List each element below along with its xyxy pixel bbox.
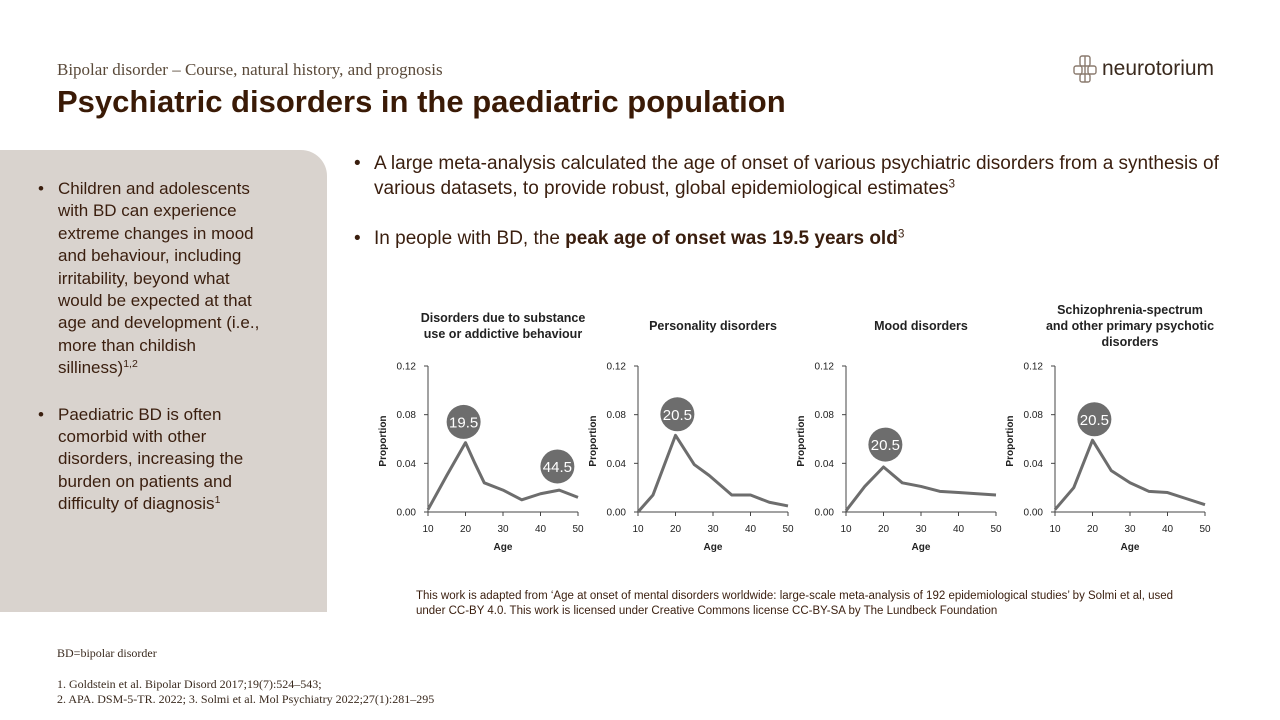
x-tick-label: 30 bbox=[915, 524, 927, 535]
y-tick-label: 0.08 bbox=[1024, 410, 1044, 421]
data-line bbox=[636, 433, 789, 513]
x-tick-label: 30 bbox=[707, 524, 719, 535]
x-tick-label: 20 bbox=[460, 524, 472, 535]
y-tick-label: 0.08 bbox=[397, 410, 417, 421]
side-bullets: Children and adolescents with BD can exp… bbox=[38, 178, 278, 540]
y-tick-label: 0.04 bbox=[397, 459, 417, 470]
bullet: A large meta-analysis calculated the age… bbox=[354, 151, 1224, 201]
peak-label: 20.5 bbox=[1080, 412, 1109, 429]
x-tick-label: 50 bbox=[782, 524, 794, 535]
logo: neurotorium bbox=[1072, 54, 1214, 84]
charts: 0.00 0.04 0.08 0.12 10 20 30 40 50 Age Proportion 1… bbox=[378, 362, 1211, 554]
chart-title: Disorders due to substance use or addict… bbox=[420, 311, 586, 341]
bullet: In people with BD, the peak age of onset… bbox=[354, 226, 1224, 251]
x-tick-label: 40 bbox=[745, 524, 757, 535]
citation: 3 bbox=[897, 227, 905, 241]
peak-bubble bbox=[660, 397, 695, 432]
data-line bbox=[1053, 438, 1206, 511]
peak-bubble bbox=[868, 427, 903, 462]
x-tick-label: 50 bbox=[1199, 524, 1211, 535]
y-tick-label: 0.04 bbox=[607, 459, 627, 470]
y-tick-label: 0.04 bbox=[1024, 459, 1044, 470]
x-tick-label: 10 bbox=[422, 524, 434, 535]
y-axis-label: Proportion bbox=[796, 415, 807, 466]
peak-bubble bbox=[1077, 402, 1112, 437]
citation: 1,2 bbox=[123, 358, 138, 371]
data-line bbox=[426, 441, 579, 511]
x-tick-label: 10 bbox=[840, 524, 852, 535]
x-tick-label: 20 bbox=[1087, 524, 1099, 535]
x-tick-label: 10 bbox=[1049, 524, 1061, 535]
credit: This work is adapted from ‘Age at onset … bbox=[416, 590, 1174, 617]
peak-label: 20.5 bbox=[663, 407, 692, 424]
peak-bubble bbox=[446, 404, 481, 439]
x-tick-label: 10 bbox=[632, 524, 644, 535]
x-axis-label: Age bbox=[494, 542, 513, 553]
x-tick-label: 30 bbox=[497, 524, 509, 535]
bullet-text: In people with BD, the bbox=[374, 228, 566, 249]
x-axis-label: Age bbox=[912, 542, 931, 553]
references: 1. Goldstein et al. Bipolar Disord 2017;… bbox=[57, 677, 434, 707]
y-tick-label: 0.08 bbox=[607, 410, 627, 421]
y-tick-label: 0.12 bbox=[1024, 362, 1044, 373]
y-tick-label: 0.12 bbox=[815, 362, 835, 373]
y-tick-label: 0.12 bbox=[397, 362, 417, 373]
x-axis-label: Age bbox=[1121, 542, 1140, 553]
peak-label: 20.5 bbox=[871, 437, 900, 454]
y-axis-label: Proportion bbox=[1005, 415, 1016, 466]
chart-title: Personality disorders bbox=[649, 319, 777, 333]
x-tick-label: 40 bbox=[953, 524, 965, 535]
x-axis-label: Age bbox=[704, 542, 723, 553]
subtitle: Bipolar disorder – Course, natural histo… bbox=[57, 60, 443, 79]
chart-title: Schizophrenia-spectrum and other primary… bbox=[1045, 303, 1215, 349]
logo-text: neurotorium bbox=[1102, 57, 1215, 80]
x-tick-label: 20 bbox=[670, 524, 682, 535]
y-tick-label: 0.12 bbox=[607, 362, 627, 373]
chart-title: Mood disorders bbox=[874, 319, 968, 333]
bullet-text: Children and adolescents with BD can exp… bbox=[58, 179, 260, 378]
y-tick-label: 0.00 bbox=[397, 508, 417, 519]
y-tick-label: 0.00 bbox=[607, 508, 627, 519]
abbreviation: BD=bipolar disorder bbox=[57, 646, 157, 660]
bullet-text: A large meta-analysis calculated the age… bbox=[374, 153, 1219, 199]
bullet-text: Paediatric BD is often comorbid with oth… bbox=[58, 404, 244, 514]
y-axis-label: Proportion bbox=[588, 415, 599, 466]
bullet: Children and adolescents with BD can exp… bbox=[38, 178, 278, 380]
y-tick-label: 0.08 bbox=[815, 410, 835, 421]
x-tick-label: 30 bbox=[1124, 524, 1136, 535]
x-tick-label: 20 bbox=[878, 524, 890, 535]
x-tick-label: 50 bbox=[572, 524, 584, 535]
citation: 1 bbox=[214, 494, 221, 507]
peak-label: 19.5 bbox=[449, 414, 478, 431]
citation: 3 bbox=[948, 177, 956, 191]
x-tick-label: 40 bbox=[535, 524, 547, 535]
bullet-bold: peak age of onset was 19.5 years old bbox=[565, 228, 898, 249]
title: Psychiatric disorders in the paediatric … bbox=[57, 84, 786, 119]
y-tick-label: 0.04 bbox=[815, 459, 835, 470]
peak-label: 44.5 bbox=[543, 459, 572, 476]
reference: 2. APA. DSM-5-TR. 2022; 3. Solmi et al. … bbox=[57, 692, 435, 706]
main-bullets: A large meta-analysis calculated the age… bbox=[354, 151, 1224, 276]
data-line bbox=[844, 465, 997, 512]
reference: 1. Goldstein et al. Bipolar Disord 2017;… bbox=[57, 677, 322, 691]
y-tick-label: 0.00 bbox=[815, 508, 835, 519]
bullet: Paediatric BD is often comorbid with oth… bbox=[38, 404, 278, 516]
logo-icon bbox=[1073, 55, 1097, 83]
x-tick-label: 50 bbox=[990, 524, 1002, 535]
peak-bubble bbox=[540, 449, 575, 484]
x-tick-label: 40 bbox=[1162, 524, 1174, 535]
y-axis-label: Proportion bbox=[378, 415, 389, 466]
y-tick-label: 0.00 bbox=[1024, 508, 1044, 519]
